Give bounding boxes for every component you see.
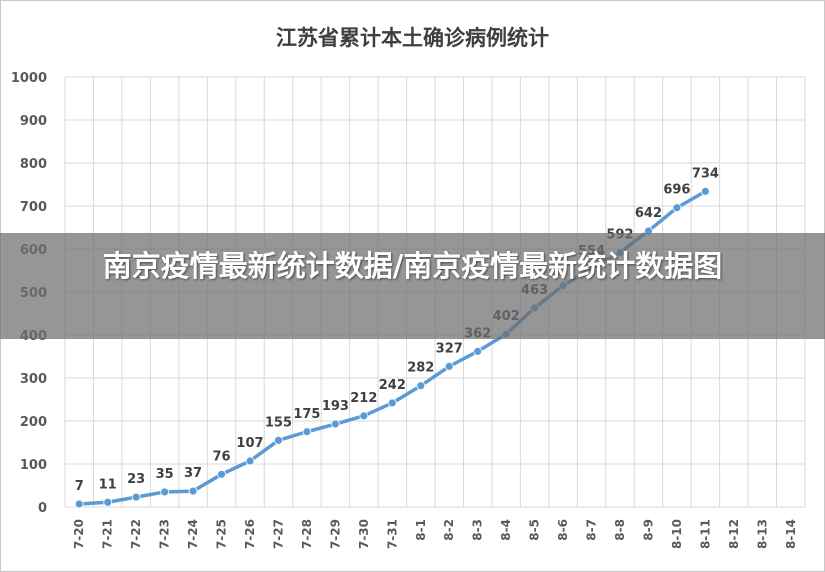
- banner-text: 南京疫情最新统计数据/南京疫情最新统计数据图: [102, 249, 723, 283]
- x-tick-label: 7-26: [243, 519, 257, 549]
- data-point: [74, 499, 84, 509]
- data-label: 37: [184, 466, 202, 481]
- data-label: 155: [265, 415, 292, 430]
- y-tick-label: 800: [20, 157, 47, 172]
- data-point: [444, 361, 454, 371]
- data-labels: 7112335377610715517519321224228232736240…: [75, 166, 719, 494]
- x-axis-ticks: 7-20 7-21 7-22 7-23 7-24 7-25 7-26 7-27 7-28 7-29…: [72, 519, 798, 549]
- x-tick-label: 7-24: [186, 519, 200, 549]
- y-axis-ticks: 01002003004005006007008009001000: [11, 71, 47, 516]
- x-tick-label: 8-5: [528, 519, 542, 541]
- data-point: [131, 492, 141, 502]
- data-label: 107: [236, 436, 263, 451]
- data-label: 23: [127, 472, 145, 487]
- data-label: 7: [75, 479, 84, 494]
- x-tick-label: 8-7: [585, 519, 599, 541]
- x-tick-label: 8-10: [670, 519, 684, 549]
- data-point: [330, 419, 340, 429]
- data-point: [188, 486, 198, 496]
- data-point: [416, 381, 426, 391]
- data-label: 734: [692, 166, 719, 181]
- x-tick-label: 8-13: [755, 519, 769, 549]
- data-label: 282: [407, 361, 434, 376]
- x-tick-label: 8-9: [641, 519, 655, 541]
- data-label: 76: [212, 449, 230, 464]
- y-tick-label: 200: [20, 415, 47, 430]
- x-tick-label: 8-8: [613, 519, 627, 541]
- x-tick-label: 7-22: [129, 519, 143, 549]
- x-tick-label: 8-14: [784, 519, 798, 549]
- data-point: [473, 346, 483, 356]
- data-point: [160, 487, 170, 497]
- x-tick-label: 8-11: [698, 519, 712, 549]
- y-tick-label: 700: [20, 200, 47, 215]
- data-label: 175: [293, 407, 320, 422]
- data-point: [302, 427, 312, 437]
- x-tick-label: 8-4: [499, 519, 513, 541]
- x-tick-label: 8-1: [414, 519, 428, 541]
- y-tick-label: 900: [20, 114, 47, 129]
- data-point: [672, 203, 682, 213]
- x-tick-label: 7-23: [158, 519, 172, 549]
- data-label: 327: [436, 341, 463, 356]
- x-tick-label: 7-28: [300, 519, 314, 549]
- data-label: 193: [322, 399, 349, 414]
- data-label: 212: [350, 391, 377, 406]
- y-tick-label: 300: [20, 372, 47, 387]
- x-tick-label: 7-29: [328, 519, 342, 549]
- data-point: [359, 411, 369, 421]
- x-tick-label: 7-21: [101, 519, 115, 549]
- data-label: 242: [379, 378, 406, 393]
- x-tick-label: 8-12: [727, 519, 741, 549]
- x-tick-label: 7-25: [215, 519, 229, 549]
- y-tick-label: 100: [20, 458, 47, 473]
- data-label: 11: [99, 477, 117, 492]
- data-point: [387, 398, 397, 408]
- x-tick-label: 7-30: [357, 519, 371, 549]
- x-tick-label: 8-2: [442, 519, 456, 541]
- data-point: [274, 435, 283, 445]
- data-point: [700, 186, 710, 196]
- data-label: 642: [635, 206, 662, 221]
- watermark-banner: [0, 233, 825, 339]
- y-tick-label: 0: [38, 501, 47, 516]
- chart-title: 江苏省累计本土确诊病例统计: [276, 26, 549, 50]
- data-label: 35: [156, 467, 174, 482]
- data-label: 696: [663, 183, 690, 198]
- data-point: [217, 469, 226, 479]
- y-tick-label: 1000: [11, 71, 47, 86]
- x-tick-label: 7-31: [385, 519, 399, 549]
- data-point: [245, 456, 255, 466]
- x-tick-label: 7-20: [72, 519, 86, 549]
- data-point: [103, 497, 113, 507]
- x-tick-label: 8-6: [556, 519, 570, 541]
- x-tick-label: 8-3: [471, 519, 485, 541]
- x-tick-label: 7-27: [271, 519, 285, 549]
